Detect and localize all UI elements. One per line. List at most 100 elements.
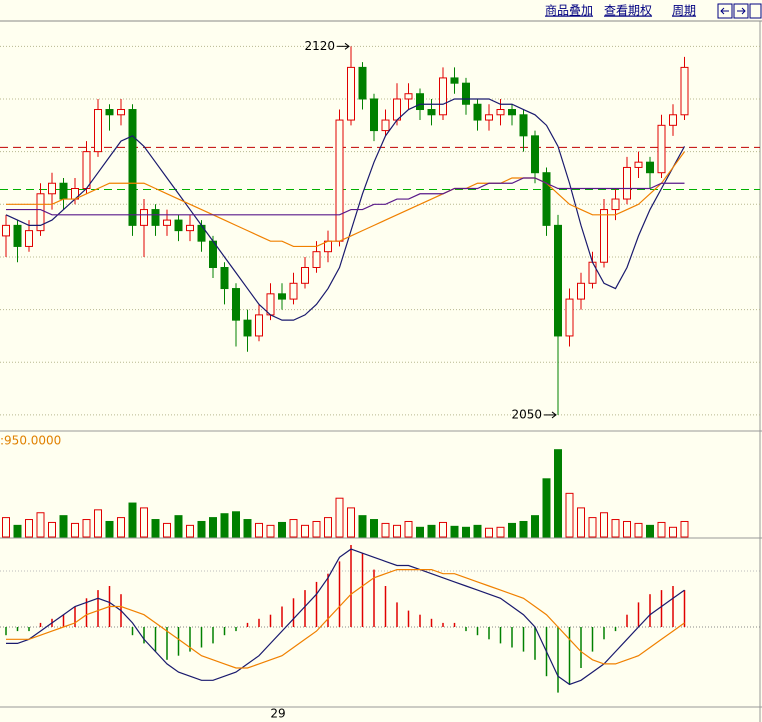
- volume-bar: [588, 517, 597, 538]
- candle-body: [25, 230, 33, 247]
- volume-bar: [220, 513, 229, 538]
- candle-body: [577, 282, 585, 300]
- volume-bar: [577, 507, 585, 538]
- nav-end[interactable]: [749, 3, 762, 19]
- volume-bar: [450, 525, 459, 538]
- volume-bar: [94, 509, 102, 538]
- volume-bar: [2, 517, 10, 538]
- volume-bar: [427, 524, 436, 538]
- volume-bar: [623, 520, 631, 538]
- candle-body: [485, 114, 493, 121]
- volume-bar: [600, 512, 608, 538]
- volume-bar: [324, 517, 332, 538]
- volume-bar: [485, 527, 493, 538]
- volume-bar: [381, 522, 390, 538]
- volume-bar: [370, 519, 378, 538]
- nav-left-arrow: [720, 7, 729, 15]
- candle-body: [611, 198, 620, 211]
- candle-body: [680, 66, 689, 116]
- volume-bar: [462, 526, 470, 538]
- candle-body: [163, 219, 171, 226]
- candle-body: [462, 82, 470, 105]
- candle-body: [59, 182, 68, 200]
- candle-body: [669, 114, 677, 126]
- moving-average-line: [6, 151, 685, 248]
- candle-body: [312, 251, 321, 268]
- annotation-arrowhead: [344, 42, 350, 50]
- volume-bar: [82, 519, 91, 538]
- toolbar-item[interactable]: 查看期权: [604, 4, 652, 18]
- volume-bar: [140, 507, 148, 538]
- candle-body: [128, 109, 137, 226]
- candle-body: [186, 224, 194, 232]
- candle-body: [243, 319, 252, 337]
- candle-body: [117, 109, 125, 116]
- volume-bar: [163, 522, 171, 538]
- volume-bar: [289, 519, 298, 538]
- candle-body: [289, 282, 298, 300]
- candle-body: [554, 224, 562, 337]
- volume-bar: [186, 524, 194, 538]
- candle-body: [657, 124, 666, 174]
- volume-bar: [312, 520, 321, 538]
- volume-bar: [634, 522, 643, 538]
- candle-body: [646, 161, 654, 174]
- moving-average-line: [5, 98, 686, 321]
- volume-bar: [243, 519, 252, 538]
- candle-body: [335, 119, 344, 242]
- volume-bar: [71, 522, 79, 538]
- x-tick-label: 29: [270, 707, 285, 721]
- volume-bar: [105, 520, 114, 538]
- candle-body: [105, 109, 114, 116]
- candle-body: [255, 314, 263, 337]
- candle-body: [404, 93, 413, 100]
- annotation-label: 2050: [511, 407, 542, 421]
- toolbar-item[interactable]: 周期: [672, 4, 696, 18]
- candle-body: [508, 109, 516, 116]
- macd-line: [6, 569, 685, 669]
- volume-bar: [531, 515, 539, 538]
- moving-average-line: [6, 177, 685, 216]
- nav-right-arrow: [737, 7, 746, 15]
- nav-left[interactable]: [717, 3, 733, 19]
- candle-body: [416, 93, 424, 111]
- volume-bar: [25, 519, 33, 538]
- candle-body: [220, 266, 229, 290]
- volume-bar: [197, 520, 206, 538]
- volume-bar: [255, 522, 263, 538]
- candle-body: [565, 298, 574, 337]
- volume-bar: [404, 520, 413, 538]
- volume-bar: [496, 526, 505, 538]
- candle-body: [151, 209, 160, 226]
- candle-body: [634, 161, 643, 168]
- candle-body: [36, 193, 45, 232]
- annotation-arrowhead: [551, 411, 557, 419]
- candle-body: [232, 288, 240, 321]
- volume-bar: [347, 507, 355, 538]
- candle-body: [588, 261, 597, 284]
- candle-body: [393, 98, 401, 121]
- volume-bar: [669, 526, 677, 538]
- candle-body: [358, 66, 367, 100]
- volume-bar: [278, 521, 286, 538]
- candle-body: [381, 119, 390, 132]
- volume-bar: [335, 497, 344, 538]
- candle-body: [301, 266, 309, 284]
- volume-bar: [232, 511, 240, 538]
- candle-body: [623, 166, 631, 200]
- volume-bar: [439, 521, 447, 538]
- macd-line: [6, 548, 685, 686]
- volume-bar: [358, 515, 367, 538]
- volume-label: :950.0000: [0, 434, 61, 448]
- nav-right[interactable]: [733, 3, 749, 19]
- volume-bar: [519, 520, 528, 538]
- nav-buttons[interactable]: [717, 3, 762, 19]
- candle-body: [519, 114, 528, 137]
- volume-bar: [565, 492, 574, 538]
- toolbar-item[interactable]: 商品叠加: [545, 3, 593, 18]
- volume-bar: [657, 521, 666, 538]
- volume-bar: [117, 517, 125, 538]
- candle-body: [140, 209, 148, 226]
